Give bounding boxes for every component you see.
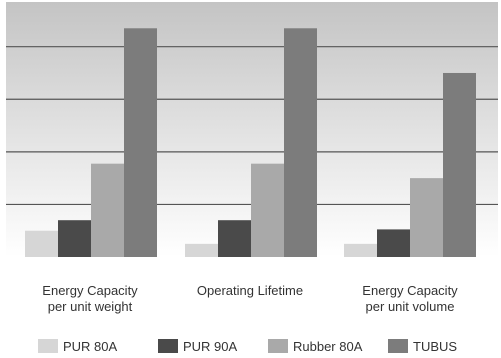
bar-pur-90a-1 (58, 220, 91, 257)
bar-pur-80a-3 (344, 243, 377, 257)
category-label-line: per unit weight (48, 299, 133, 314)
legend: PUR 80A PUR 90A Rubber 80A TUBUS (38, 339, 457, 354)
bar-tubus-1 (124, 28, 157, 257)
bar-rubber-80a-3 (410, 178, 443, 257)
bar-pur-80a-1 (25, 230, 58, 257)
bar-tubus-2 (284, 28, 317, 257)
bar-rubber-80a-2 (251, 163, 284, 257)
bar-pur-90a-2 (218, 220, 251, 257)
category-label: Energy Capacity per unit weight (42, 283, 138, 314)
x-axis-labels: Energy Capacity per unit weightOperating … (42, 283, 458, 314)
legend-swatch (388, 339, 408, 353)
legend-label: PUR 80A (63, 339, 118, 354)
bar-pur-80a-2 (185, 243, 218, 257)
legend-label: Rubber 80A (293, 339, 363, 354)
category-label-line: per unit volume (366, 299, 455, 314)
bars (25, 28, 476, 258)
bar-pur-90a-3 (377, 229, 410, 257)
legend-swatch (38, 339, 58, 353)
bar-rubber-80a-1 (91, 163, 124, 257)
bar-tubus-3 (443, 72, 476, 258)
legend-swatch (268, 339, 288, 353)
category-label: Energy Capacity per unit volume (362, 283, 458, 314)
legend-label: PUR 90A (183, 339, 238, 354)
legend-swatch (158, 339, 178, 353)
category-label-line: Energy Capacity (42, 283, 138, 298)
category-label-line: Operating Lifetime (197, 283, 303, 298)
category-label-line: Energy Capacity (362, 283, 458, 298)
legend-label: TUBUS (413, 339, 457, 354)
category-label: Operating Lifetime (197, 283, 303, 298)
